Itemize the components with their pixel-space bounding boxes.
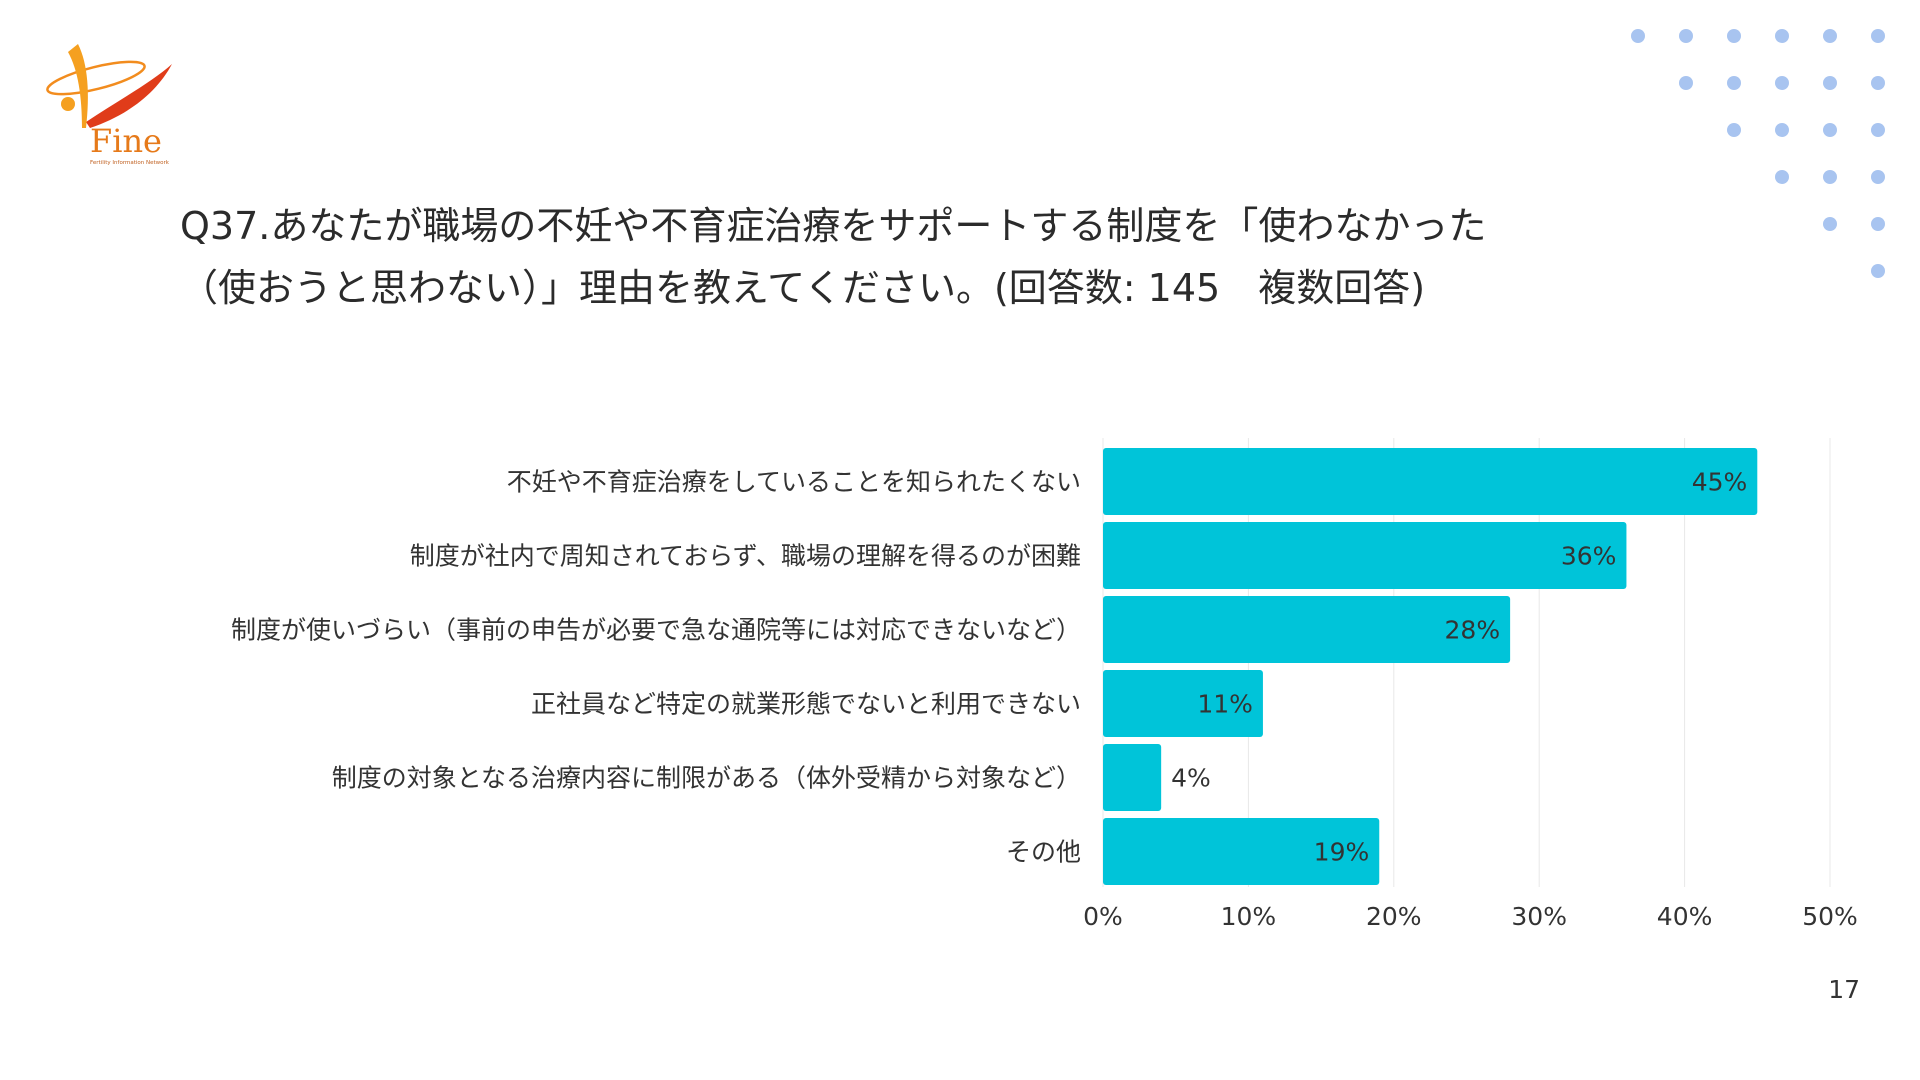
logo-orbit-icon — [46, 60, 146, 96]
decorative-dot — [1727, 76, 1741, 90]
tick-label: 20% — [1366, 902, 1422, 931]
title-line-2: （使おうと思わない）」理由を教えてください。(回答数: 145 複数回答) — [180, 266, 1426, 310]
decorative-dot — [1631, 29, 1645, 43]
decorative-dot — [1679, 76, 1693, 90]
data-label: 45% — [1692, 468, 1748, 497]
bar — [1103, 522, 1627, 589]
data-label: 28% — [1445, 616, 1501, 645]
fine-logo: Fine Fertility Information Network — [46, 44, 172, 166]
decorative-dot — [1823, 123, 1837, 137]
title-line-1: Q37.あなたが職場の不妊や不育症治療をサポートする制度を「使わなかった — [180, 204, 1487, 248]
decorative-dot — [1727, 123, 1741, 137]
data-label: 19% — [1314, 838, 1370, 867]
bar — [1103, 448, 1758, 515]
bar — [1103, 670, 1263, 737]
decorative-dot — [1871, 264, 1885, 278]
tick-label: 40% — [1657, 902, 1713, 931]
page-title: Q37.あなたが職場の不妊や不育症治療をサポートする制度を「使わなかった （使お… — [180, 195, 1680, 319]
decorative-dot — [1871, 123, 1885, 137]
decorative-dot — [1775, 29, 1789, 43]
logo-figure-icon — [68, 44, 88, 128]
bar-chart: 不妊や不育症治療をしていることを知られたくない 45% 制度が社内で周知されておらず… — [231, 438, 1858, 931]
decorative-dot-grid — [1631, 29, 1885, 278]
category-label: その他 — [1006, 838, 1081, 867]
category-label: 制度が使いづらい（事前の申告が必要で急な通院等には対応できないなど） — [231, 616, 1081, 645]
category-label: 制度が社内で周知されておらず、職場の理解を得るのが困難 — [410, 542, 1081, 571]
decorative-dot — [1775, 170, 1789, 184]
tick-label: 30% — [1511, 902, 1567, 931]
page-number: 17 — [1828, 975, 1860, 1004]
decorative-dot — [1871, 217, 1885, 231]
x-axis: 0% 10% 20% 30% 40% 50% — [1083, 902, 1858, 931]
decorative-dot — [1775, 123, 1789, 137]
decorative-dot — [1823, 217, 1837, 231]
tick-label: 0% — [1083, 902, 1123, 931]
data-label: 36% — [1561, 542, 1617, 571]
decorative-dot — [1871, 76, 1885, 90]
decorative-dot — [1823, 76, 1837, 90]
category-label: 不妊や不育症治療をしていることを知られたくない — [507, 468, 1081, 497]
data-label: 11% — [1197, 690, 1253, 719]
bar — [1103, 744, 1162, 811]
bars — [1103, 448, 1758, 885]
decorative-dot — [1823, 29, 1837, 43]
decorative-dot — [1871, 29, 1885, 43]
category-label: 正社員など特定の就業形態でないと利用できない — [531, 690, 1081, 719]
logo-tagline: Fertility Information Network — [90, 160, 170, 166]
bar — [1103, 596, 1511, 663]
logo-wordmark: Fine — [90, 122, 162, 160]
data-label: 4% — [1171, 764, 1211, 793]
decorative-dot — [1679, 29, 1693, 43]
logo-head-icon — [61, 97, 75, 111]
decorative-dot — [1871, 170, 1885, 184]
tick-label: 50% — [1802, 902, 1858, 931]
decorative-dot — [1775, 76, 1789, 90]
decorative-dot — [1727, 29, 1741, 43]
logo-swoosh-icon — [86, 64, 172, 128]
decorative-dot — [1823, 170, 1837, 184]
category-label: 制度の対象となる治療内容に制限がある（体外受精から対象など） — [332, 764, 1081, 793]
tick-label: 10% — [1221, 902, 1277, 931]
bar — [1103, 818, 1380, 885]
